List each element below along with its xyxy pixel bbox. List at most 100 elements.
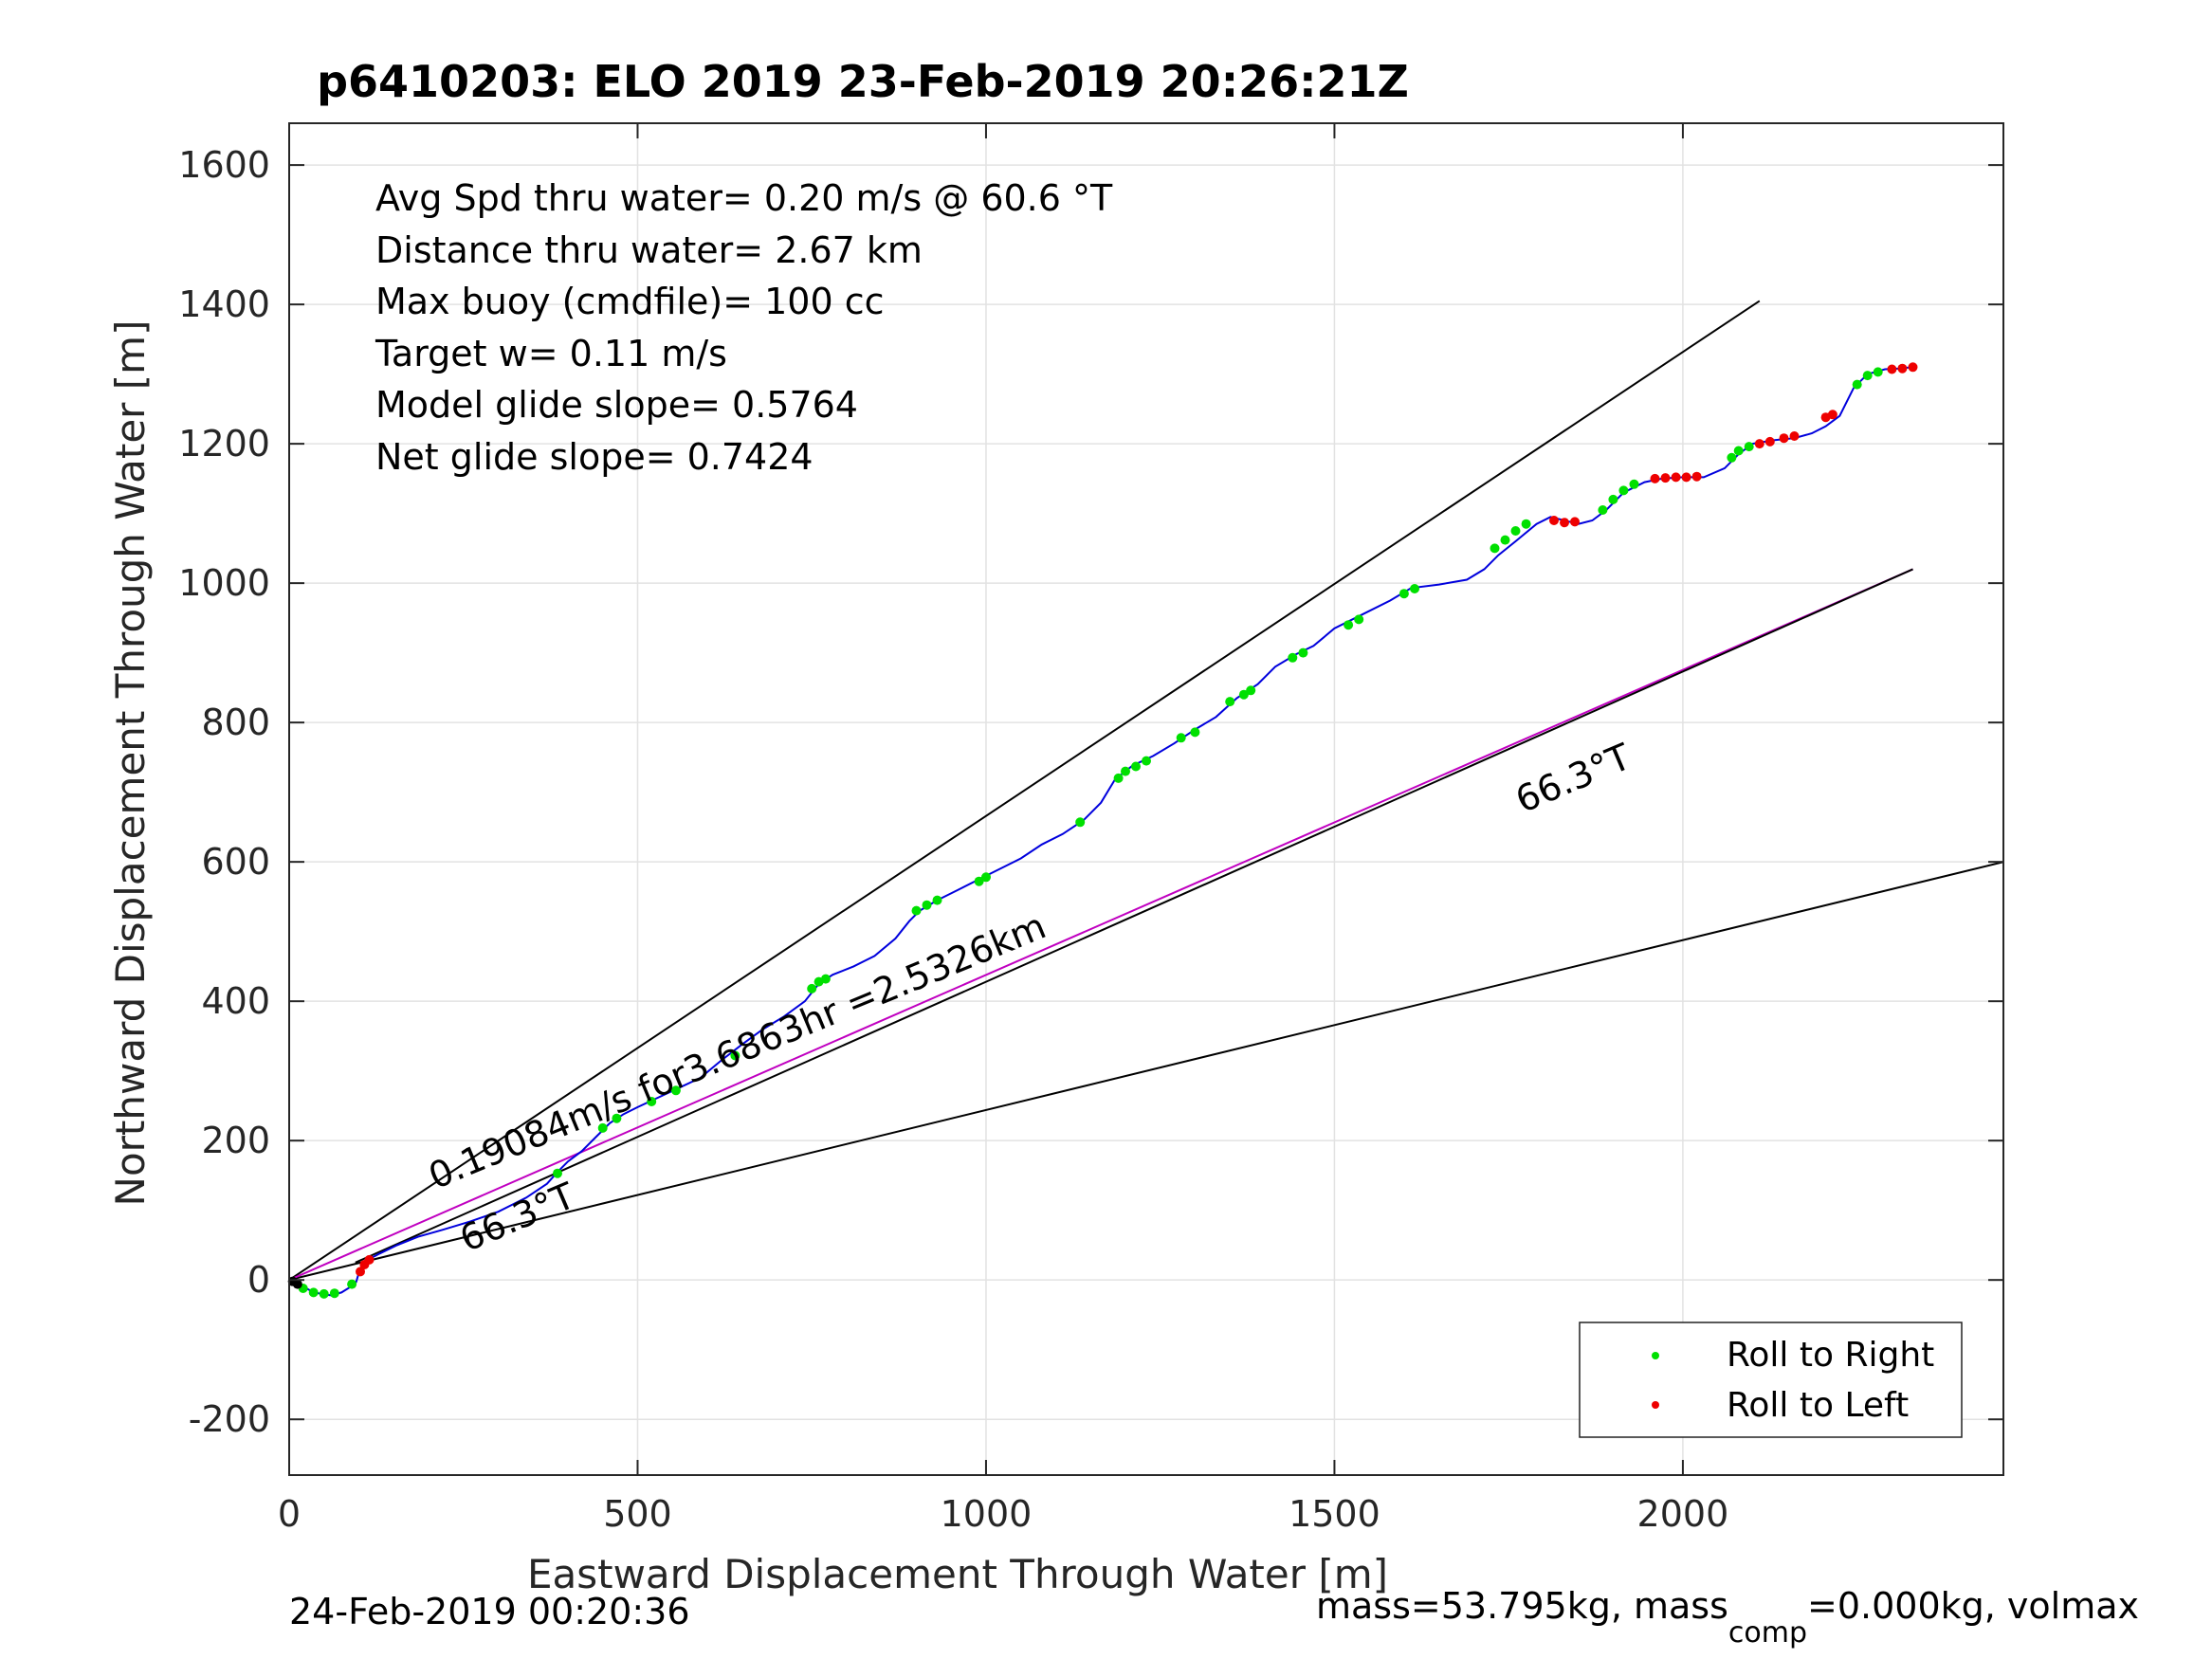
y-axis-label: Northward Displacement Through Water [m] (107, 320, 154, 1207)
roll-left-point (1908, 362, 1918, 373)
roll-right-point (347, 1279, 357, 1289)
roll-right-point (1629, 479, 1639, 489)
roll-left-point (1691, 471, 1702, 482)
roll-right-point (1142, 756, 1151, 766)
footer-mass-subscript: comp (1728, 1616, 1807, 1650)
plot-frame (288, 122, 2004, 1476)
reference-line-2 (289, 568, 1913, 1282)
footer-timestamp: 24-Feb-2019 00:20:36 (289, 1591, 690, 1632)
stats-target-w: Target w= 0.11 m/s (375, 333, 727, 374)
roll-right-point (1618, 485, 1629, 496)
legend: Roll to Right Roll to Left (1579, 1322, 1963, 1438)
tick-labels: 0 500 1000 1500 2000 -200 0 200 400 600 800 1000 120… (178, 144, 1728, 1535)
roll-left-point (1660, 473, 1671, 483)
roll-right-point (1852, 379, 1862, 390)
roll-right-point (1744, 442, 1754, 452)
roll-left-point (1897, 363, 1908, 374)
x-tick-label-2: 1000 (941, 1493, 1033, 1535)
roll-right-point (932, 895, 942, 905)
roll-left-point (364, 1254, 375, 1265)
roll-left-point (1671, 472, 1681, 483)
roll-left-point (1549, 516, 1559, 525)
roll-right-point (1862, 371, 1873, 381)
roll-left-point (1827, 410, 1837, 420)
roll-right-point (1521, 519, 1531, 529)
roll-right-point (1500, 535, 1510, 545)
roll-right-point (922, 900, 932, 910)
roll-right-point (1176, 733, 1186, 743)
stats-model-glide: Model glide slope= 0.5764 (375, 384, 858, 426)
stats-distance: Distance thru water= 2.67 km (375, 229, 923, 271)
y-tick-label-7: 1200 (178, 423, 270, 465)
legend-label-roll-left: Roll to Left (1727, 1386, 1909, 1425)
y-tick-label-9: 1600 (178, 144, 270, 186)
x-tick-label-1: 500 (603, 1493, 672, 1535)
roll-left-point (1681, 472, 1691, 483)
chart-title: p6410203: ELO 2019 23-Feb-2019 20:26:21Z (317, 56, 1409, 107)
roll-right-point (1733, 446, 1744, 456)
stats-net-glide: Net glide slope= 0.7424 (375, 436, 814, 478)
reference-line-3 (355, 568, 1913, 1264)
roll-markers (287, 362, 1918, 1299)
roll-right-point (1344, 620, 1354, 630)
roll-right-point (1354, 614, 1364, 625)
roll-left-point (1887, 364, 1897, 374)
roll-right-point (319, 1288, 329, 1299)
axes (288, 122, 2004, 1476)
roll-right-point (1075, 817, 1086, 828)
roll-right-point (1727, 452, 1737, 463)
roll-left-point (1764, 436, 1775, 447)
roll-right-point (807, 983, 817, 994)
roll-right-point (1490, 543, 1500, 554)
roll-right-point (553, 1168, 562, 1178)
roll-right-point (1288, 652, 1298, 663)
roll-left-point (1754, 439, 1764, 449)
roll-right-point (1298, 647, 1308, 658)
roll-left-point (1779, 433, 1789, 444)
y-tick-label-4: 600 (201, 841, 270, 883)
reference-lines (289, 300, 2003, 1282)
footer-mass-main: mass=53.795kg, mass (1316, 1585, 1728, 1627)
y-tick-label-5: 800 (201, 702, 270, 743)
roll-right-point (1410, 584, 1419, 593)
roll-left-point (1789, 431, 1800, 441)
start-point (292, 1279, 302, 1289)
reference-line-1 (289, 861, 2003, 1282)
footer-mass-tail: =0.000kg, volmax (1807, 1585, 2139, 1627)
roll-left-point (1650, 473, 1660, 483)
roll-right-point (974, 876, 984, 886)
legend-marker-roll-left (1652, 1401, 1659, 1409)
x-tick-label-4: 2000 (1637, 1493, 1729, 1535)
roll-right-point (820, 974, 831, 984)
roll-right-point (1113, 773, 1124, 783)
roll-left-point (356, 1267, 365, 1277)
roll-right-point (597, 1122, 608, 1133)
roll-right-point (1225, 697, 1235, 707)
y-tick-label-8: 1400 (178, 283, 270, 325)
roll-right-point (1121, 766, 1130, 776)
roll-right-point (730, 1050, 740, 1061)
roll-left-point (1560, 518, 1569, 528)
roll-right-point (1608, 494, 1618, 504)
y-tick-label-1: 0 (247, 1259, 270, 1301)
roll-right-point (647, 1097, 657, 1106)
x-tick-label-0: 0 (278, 1493, 301, 1535)
x-tick-label-3: 1500 (1289, 1493, 1380, 1535)
stats-text-block: Avg Spd thru water= 0.20 m/s @ 60.6 °T D… (375, 177, 1113, 478)
roll-right-point (911, 905, 922, 916)
footer-mass-info: mass=53.795kg, masscomp=0.000kg, volmax (1316, 1585, 2139, 1650)
legend-label-roll-right: Roll to Right (1727, 1336, 1934, 1375)
y-tick-label-0: -200 (189, 1398, 270, 1440)
roll-right-point (1190, 727, 1200, 738)
roll-right-point (1238, 689, 1249, 700)
roll-right-point (1131, 761, 1141, 772)
roll-right-point (1398, 589, 1409, 599)
roll-right-point (1873, 367, 1883, 377)
roll-right-point (981, 872, 991, 883)
grid (288, 123, 2003, 1475)
roll-right-point (1246, 685, 1256, 696)
x-axis-label: Eastward Displacement Through Water [m] (527, 1551, 1388, 1597)
reference-line-0 (289, 300, 1761, 1282)
roll-right-point (308, 1287, 319, 1298)
